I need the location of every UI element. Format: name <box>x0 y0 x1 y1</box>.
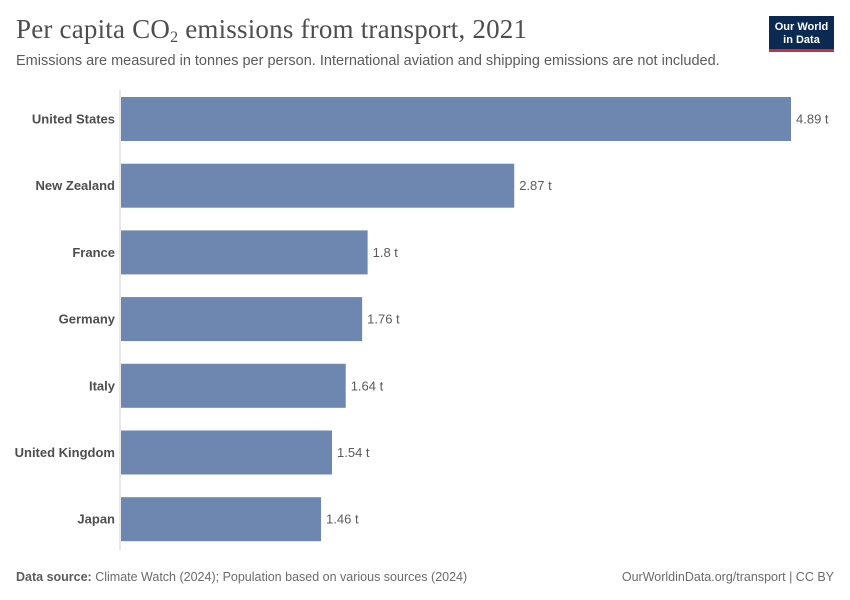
chart-title: Per capita CO2 emissions from transport,… <box>16 14 527 47</box>
category-label: France <box>72 245 115 260</box>
category-label: Germany <box>59 312 116 327</box>
title-main: Per capita CO <box>16 14 171 44</box>
value-label: 2.87 t <box>519 178 552 193</box>
bar-italy[interactable] <box>121 363 346 408</box>
logo-line-1: Our World <box>774 21 829 33</box>
category-label: Italy <box>89 378 116 393</box>
category-label: Japan <box>77 512 115 527</box>
category-label: United Kingdom <box>15 445 115 460</box>
title-rest: emissions from transport, 2021 <box>178 14 528 44</box>
owid-logo[interactable]: Our World in Data <box>769 16 834 52</box>
bar-new-zealand[interactable] <box>121 163 515 208</box>
bar-germany[interactable] <box>121 297 363 342</box>
value-label: 1.64 t <box>351 378 384 393</box>
footer-link[interactable]: OurWorldinData.org/transport | CC BY <box>621 570 834 584</box>
logo-line-2: in Data <box>783 33 820 46</box>
bar-france[interactable] <box>121 230 368 275</box>
value-label: 1.54 t <box>337 445 370 460</box>
data-source-text: Climate Watch (2024); Population based o… <box>91 570 468 584</box>
title-subscript: 2 <box>170 29 179 46</box>
value-label: 1.8 t <box>373 245 399 260</box>
value-label: 1.76 t <box>367 312 400 327</box>
category-label: United States <box>32 112 115 127</box>
data-source-label: Data source: <box>16 570 92 584</box>
bar-united-states[interactable] <box>121 97 791 141</box>
value-label: 1.46 t <box>326 512 359 527</box>
value-label: 4.89 t <box>796 112 829 127</box>
category-label: New Zealand <box>36 178 116 193</box>
bar-japan[interactable] <box>121 497 322 542</box>
data-source: Data source: Climate Watch (2024); Popul… <box>16 570 467 584</box>
bar-united-kingdom[interactable] <box>121 430 333 475</box>
chart-subtitle: Emissions are measured in tonnes per per… <box>16 53 720 69</box>
